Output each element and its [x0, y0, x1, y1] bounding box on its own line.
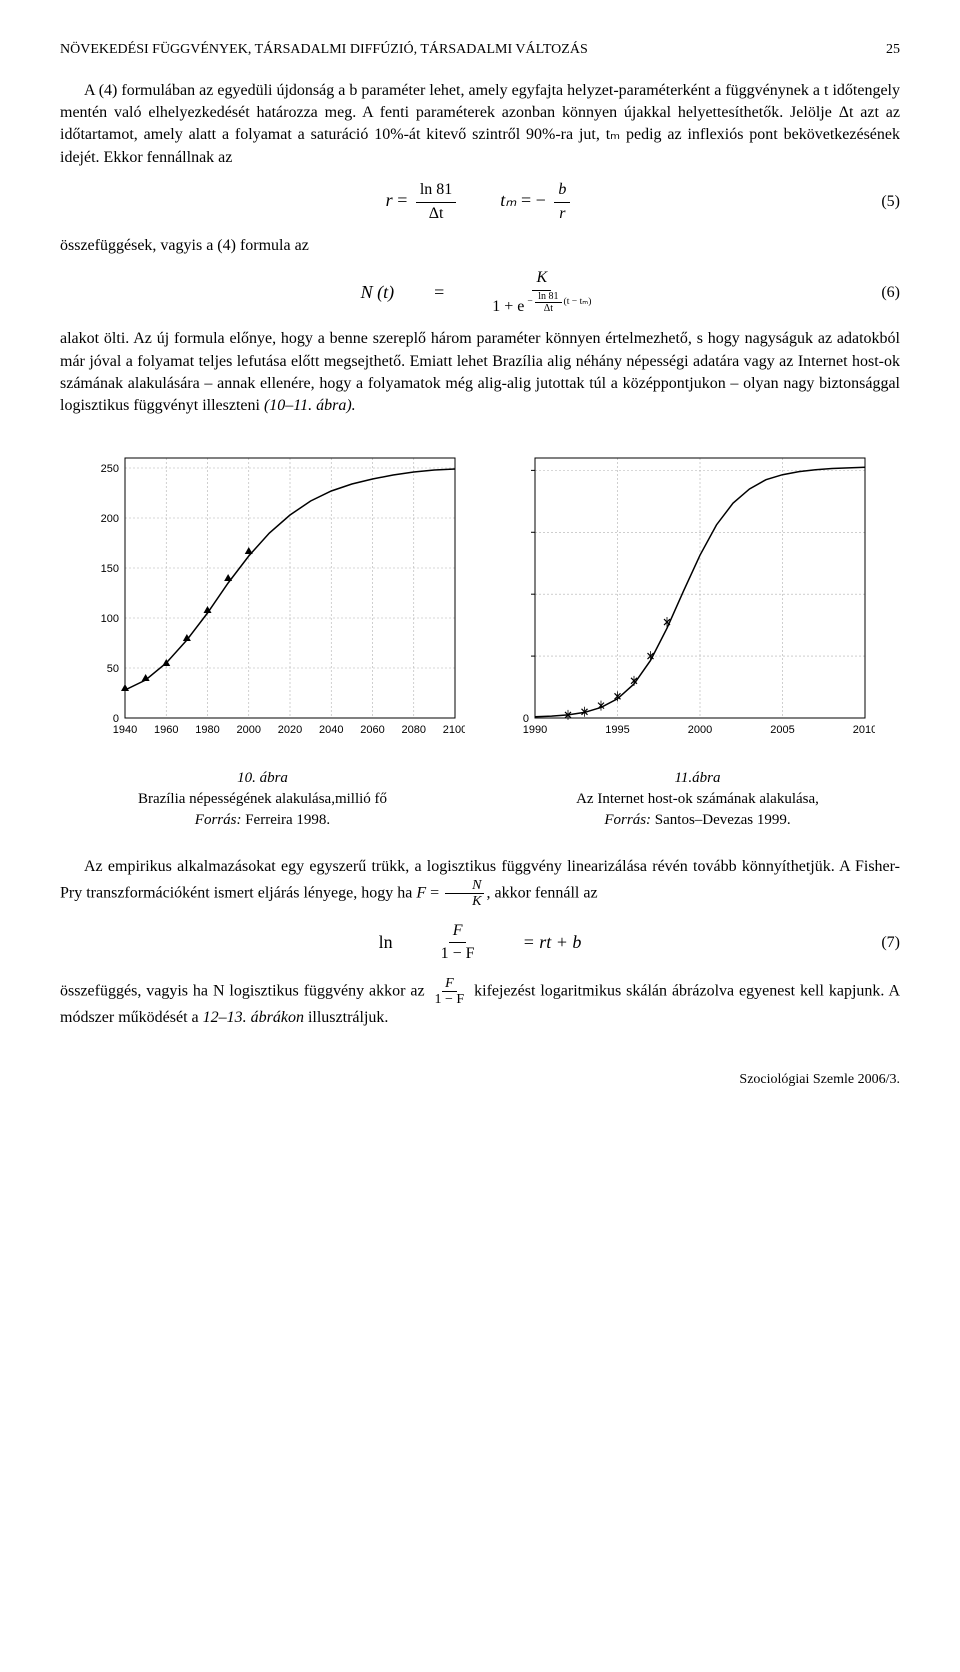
charts-row: 1940196019802000202020402060208021000501… [60, 448, 900, 748]
svg-text:2000: 2000 [688, 724, 712, 736]
svg-text:50: 50 [107, 663, 119, 675]
chart-brazil-population: 1940 1960 1980 2000 2020 2040 2060 2080 2100 0 50 1… [85, 448, 465, 748]
eq7-number: (7) [881, 932, 900, 954]
svg-text:2005: 2005 [770, 724, 794, 736]
svg-text:1980: 1980 [195, 724, 219, 736]
svg-text:2060: 2060 [360, 724, 384, 736]
svg-text:1995: 1995 [605, 724, 629, 736]
captions-row: 10. ábra Brazília népességének alakulása… [60, 768, 900, 831]
svg-text:0: 0 [523, 713, 529, 725]
para-2: összefüggések, vagyis a (4) formula az [60, 235, 900, 257]
chart-internet-hosts: 1990 1995 2000 2005 2010 0 [495, 448, 875, 748]
para-1: A (4) formulában az egyedüli újdonság a … [60, 80, 900, 170]
svg-text:200: 200 [101, 513, 119, 525]
caption-2: 11.ábra Az Internet host-ok számának ala… [495, 768, 900, 831]
svg-text:150: 150 [101, 563, 119, 575]
equation-5: r = ln 81 Δt tₘ = − b r (5) [60, 179, 900, 225]
page-number: 25 [886, 40, 900, 60]
svg-text:2080: 2080 [402, 724, 426, 736]
svg-text:2010: 2010 [853, 724, 875, 736]
svg-text:2100: 2100 [443, 724, 465, 736]
eq6-number: (6) [881, 282, 900, 304]
svg-text:100: 100 [101, 613, 119, 625]
svg-text:2020: 2020 [278, 724, 302, 736]
svg-text:1940: 1940 [113, 724, 137, 736]
svg-text:1990: 1990 [523, 724, 547, 736]
equation-6: N (t) = K 1 + e − ln 81 Δt (t − tₘ) (6) [60, 267, 900, 318]
eq5-number: (5) [881, 191, 900, 213]
para-5: összefüggés, vagyis ha N logisztikus füg… [60, 976, 900, 1030]
svg-text:0: 0 [113, 713, 119, 725]
para-4: Az empirikus alkalmazásokat egy egyszerű… [60, 856, 900, 910]
svg-text:1960: 1960 [154, 724, 178, 736]
running-title: NÖVEKEDÉSI FÜGGVÉNYEK, TÁRSADALMI DIFFÚZ… [60, 40, 588, 60]
running-header: NÖVEKEDÉSI FÜGGVÉNYEK, TÁRSADALMI DIFFÚZ… [60, 40, 900, 60]
svg-text:2000: 2000 [237, 724, 261, 736]
footer-journal: Szociológiai Szemle 2006/3. [60, 1070, 900, 1090]
svg-text:2040: 2040 [319, 724, 343, 736]
para-3: alakot ölti. Az új formula előnye, hogy … [60, 328, 900, 418]
equation-7: ln F 1 − F = rt + b (7) [60, 920, 900, 966]
svg-text:250: 250 [101, 463, 119, 475]
caption-1: 10. ábra Brazília népességének alakulása… [60, 768, 465, 831]
